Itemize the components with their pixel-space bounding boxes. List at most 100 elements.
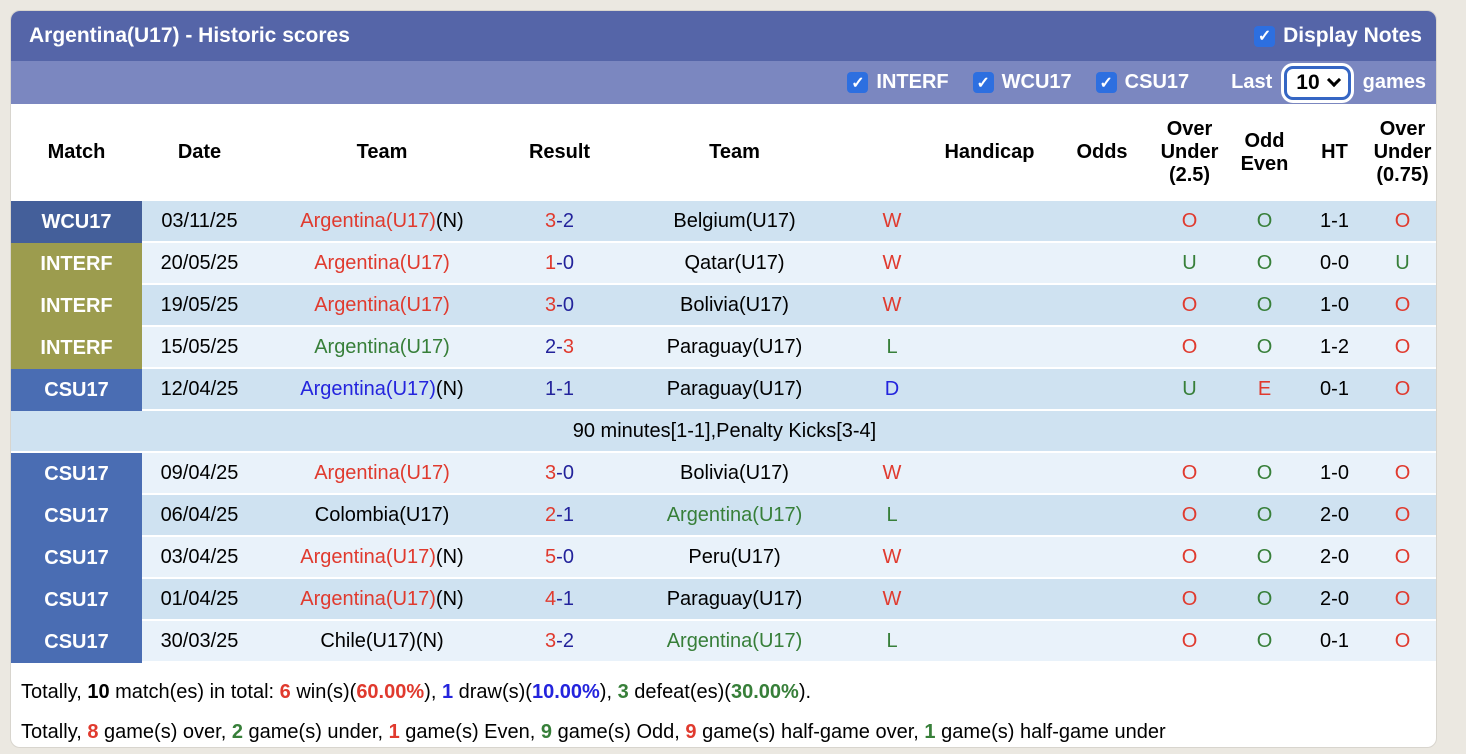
display-notes-group: ✓ Display Notes bbox=[1254, 24, 1422, 48]
odds-value bbox=[1052, 537, 1152, 579]
summary-segment: draw(s)( bbox=[453, 681, 532, 703]
odd-even-value: O bbox=[1227, 579, 1302, 621]
col-header-over-under-25: Over Under (2.5) bbox=[1152, 104, 1227, 201]
competition-badge: INTERF bbox=[11, 285, 142, 327]
summary-segment: defeat(es)( bbox=[628, 681, 731, 703]
summary-segment: 2 bbox=[231, 721, 243, 743]
wcu17-checkbox[interactable]: ✓ bbox=[972, 72, 994, 93]
match-result: 2-1 bbox=[507, 495, 612, 537]
home-score: 2 bbox=[545, 335, 557, 358]
last-games-select[interactable]: 10 bbox=[1284, 65, 1351, 100]
competition-badge: CSU17 bbox=[11, 453, 142, 495]
over-under-075-value: O bbox=[1367, 579, 1436, 621]
home-team: Argentina(U17) bbox=[257, 243, 507, 285]
over-under-25-value: U bbox=[1152, 369, 1227, 411]
away-score: 2 bbox=[562, 209, 574, 232]
summary-segment: 1 bbox=[388, 721, 400, 743]
summary-line-2: Totally, 8 game(s) over, 2 game(s) under… bbox=[21, 719, 1436, 745]
wcu17-label: WCU17 bbox=[1001, 71, 1072, 93]
handicap-value bbox=[927, 285, 1052, 327]
away-team-name: Argentina(U17) bbox=[666, 503, 803, 526]
over-under-075-value: O bbox=[1367, 285, 1436, 327]
summary-segment: game(s) under, bbox=[242, 721, 389, 743]
score-dash: - bbox=[556, 335, 563, 358]
competition-badge: CSU17 bbox=[11, 537, 142, 579]
score-dash: - bbox=[556, 209, 563, 232]
over-under-075-value: U bbox=[1367, 243, 1436, 285]
away-team: Belgium(U17) bbox=[612, 201, 857, 243]
chevron-down-icon bbox=[1326, 72, 1341, 87]
matches-table: Match Date Team Result Team Handicap Odd… bbox=[11, 104, 1436, 663]
home-team: Argentina(U17)(N) bbox=[257, 579, 507, 621]
check-icon: ✓ bbox=[1099, 74, 1113, 92]
home-team: Colombia(U17) bbox=[257, 495, 507, 537]
ht-score: 2-0 bbox=[1302, 579, 1367, 621]
odd-even-value: O bbox=[1227, 201, 1302, 243]
summary-line-1: Totally, 10 match(es) in total: 6 win(s)… bbox=[21, 679, 1436, 705]
historic-scores-panel: Argentina(U17) - Historic scores ✓ Displ… bbox=[10, 10, 1437, 748]
match-result: 1-1 bbox=[507, 369, 612, 411]
summary-segment: game(s) half-game over, bbox=[696, 721, 925, 743]
odds-value bbox=[1052, 369, 1152, 411]
result-letter: W bbox=[857, 453, 927, 495]
handicap-value bbox=[927, 495, 1052, 537]
odd-even-value: O bbox=[1227, 285, 1302, 327]
match-date: 12/04/25 bbox=[142, 369, 257, 411]
summary-section: Totally, 10 match(es) in total: 6 win(s)… bbox=[11, 663, 1436, 745]
home-team-name: Argentina(U17) bbox=[300, 377, 436, 400]
neutral-marker: (N) bbox=[435, 209, 464, 232]
ht-score: 2-0 bbox=[1302, 537, 1367, 579]
away-team: Qatar(U17) bbox=[612, 243, 857, 285]
odds-value bbox=[1052, 201, 1152, 243]
odds-value bbox=[1052, 495, 1152, 537]
odd-even-value: O bbox=[1227, 495, 1302, 537]
summary-segment: game(s) half-game under bbox=[935, 721, 1166, 743]
home-score: 3 bbox=[545, 629, 557, 652]
odd-even-value: O bbox=[1227, 243, 1302, 285]
competition-badge: WCU17 bbox=[11, 201, 142, 243]
home-team-name: Argentina(U17) bbox=[300, 545, 436, 568]
away-score: 0 bbox=[562, 293, 574, 316]
ht-score: 0-1 bbox=[1302, 621, 1367, 663]
odd-even-value: E bbox=[1227, 369, 1302, 411]
summary-segment: 10.00% bbox=[531, 681, 600, 703]
home-score: 1 bbox=[545, 251, 557, 274]
col-header-ht: HT bbox=[1302, 104, 1367, 201]
over-under-25-value: O bbox=[1152, 579, 1227, 621]
home-team-name: Argentina(U17) bbox=[300, 209, 436, 232]
over-under-25-value: O bbox=[1152, 285, 1227, 327]
col-header-handicap: Handicap bbox=[927, 104, 1052, 201]
summary-segment: 8 bbox=[87, 721, 99, 743]
score-dash: - bbox=[556, 461, 563, 484]
col-header-team2: Team bbox=[612, 104, 857, 201]
home-score: 1 bbox=[545, 377, 557, 400]
check-icon: ✓ bbox=[1257, 28, 1272, 45]
over-under-075-value: O bbox=[1367, 537, 1436, 579]
over-under-25-value: O bbox=[1152, 537, 1227, 579]
away-team-name: Paraguay(U17) bbox=[666, 587, 803, 610]
col-header-odd-even: Odd Even bbox=[1227, 104, 1302, 201]
match-date: 09/04/25 bbox=[142, 453, 257, 495]
home-team: Argentina(U17) bbox=[257, 285, 507, 327]
home-team-name: Chile(U17) bbox=[320, 629, 416, 652]
over-under-075-value: O bbox=[1367, 369, 1436, 411]
summary-segment: Totally, bbox=[21, 721, 88, 743]
home-score: 3 bbox=[545, 209, 557, 232]
csu17-checkbox[interactable]: ✓ bbox=[1095, 72, 1117, 93]
display-notes-checkbox[interactable]: ✓ bbox=[1254, 25, 1276, 47]
page-title: Argentina(U17) - Historic scores bbox=[29, 24, 350, 47]
match-result: 3-0 bbox=[507, 453, 612, 495]
score-dash: - bbox=[556, 251, 563, 274]
result-letter: D bbox=[857, 369, 927, 411]
home-team-name: Argentina(U17) bbox=[314, 335, 450, 358]
table-row: INTERF 20/05/25 Argentina(U17) 1-0 Qatar… bbox=[11, 243, 1436, 285]
summary-segment: ), bbox=[599, 681, 618, 703]
match-date: 30/03/25 bbox=[142, 621, 257, 663]
note-row: 90 minutes[1-1],Penalty Kicks[3-4] bbox=[11, 411, 1436, 453]
games-count-value: 10 bbox=[1296, 70, 1320, 94]
home-team: Argentina(U17)(N) bbox=[257, 537, 507, 579]
home-score: 5 bbox=[545, 545, 557, 568]
over-under-075-value: O bbox=[1367, 621, 1436, 663]
interf-checkbox[interactable]: ✓ bbox=[847, 72, 869, 93]
ht-score: 1-1 bbox=[1302, 201, 1367, 243]
